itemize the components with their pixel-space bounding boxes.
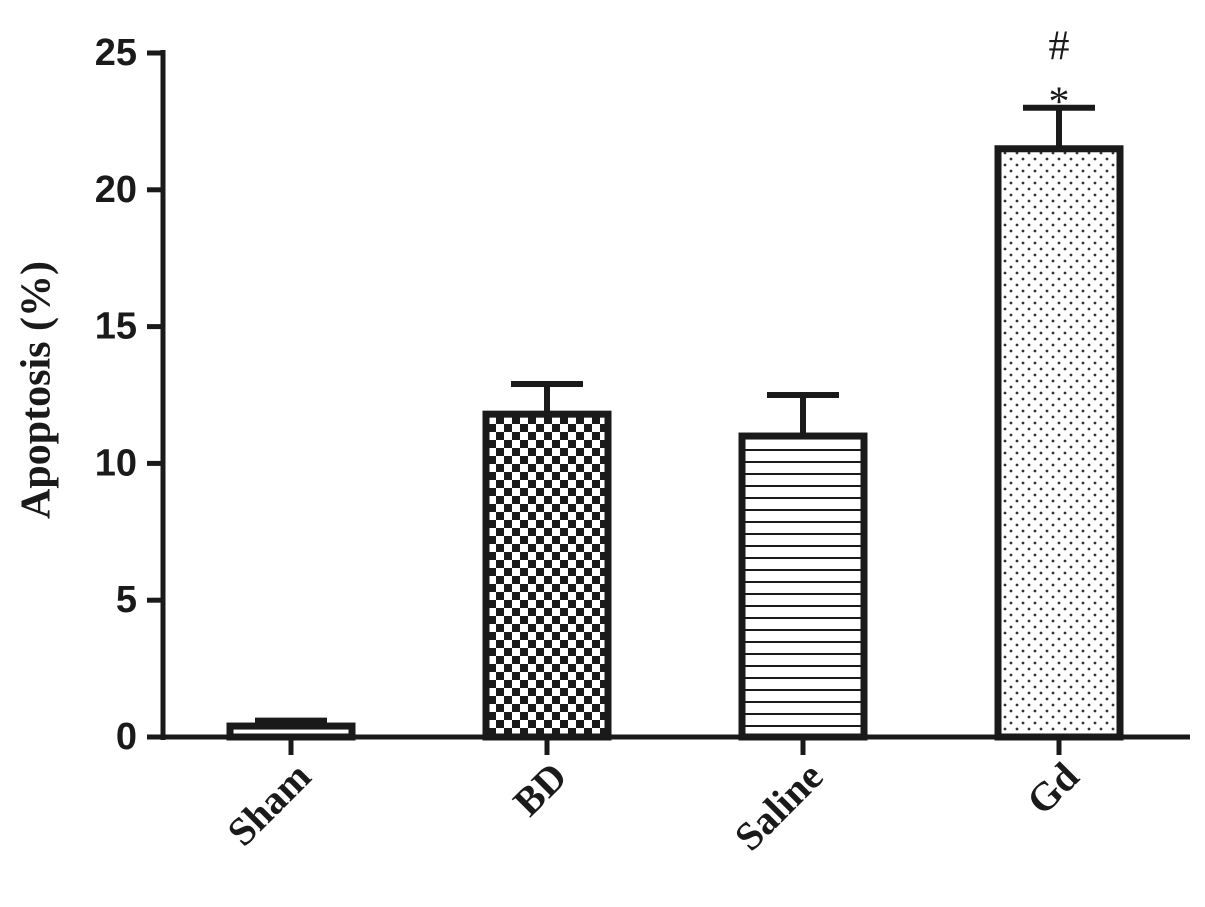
y-tick-label: 0 (116, 716, 137, 758)
y-tick-label: 10 (95, 442, 137, 484)
bar (738, 432, 868, 741)
y-tick-label: 25 (95, 32, 137, 74)
y-tick-label: 20 (95, 169, 137, 211)
bar (994, 145, 1124, 741)
bar (226, 722, 356, 741)
annotation: * (1049, 80, 1070, 126)
x-tick-label: Saline (726, 754, 832, 860)
x-tick-label: BD (504, 754, 575, 825)
annotation: # (1049, 24, 1070, 70)
y-axis-label: Apoptosis (%) (14, 261, 60, 519)
x-tick-label: Gd (1018, 754, 1088, 824)
y-tick-label: 5 (116, 579, 137, 621)
y-tick-label: 15 (95, 306, 137, 348)
bar (482, 410, 612, 741)
x-tick-label: Sham (218, 754, 319, 855)
